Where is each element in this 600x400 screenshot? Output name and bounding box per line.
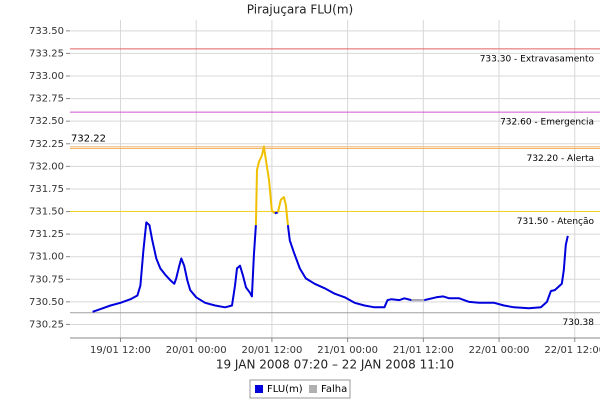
- chart-title: Pirajuçara FLU(m): [247, 3, 353, 17]
- y-tick-label: 732.25: [29, 139, 64, 150]
- x-tick-label: 22/01 00:00: [469, 345, 530, 356]
- legend-swatch: [255, 385, 263, 393]
- plot-area: [70, 20, 600, 338]
- x-tick-label: 21/01 00:00: [317, 345, 378, 356]
- x-tick-label: 22/01 12:00: [544, 345, 600, 356]
- legend-label: FLU(m): [267, 384, 303, 395]
- y-tick-label: 732.00: [29, 161, 64, 172]
- y-tick-label: 733.50: [29, 26, 64, 37]
- data-line: [276, 196, 289, 226]
- legend-box: [249, 379, 351, 399]
- threshold-label: 733.30 - Extravasamento: [480, 54, 595, 64]
- threshold-label: 731.50 - Atenção: [517, 217, 595, 227]
- y-tick-label: 730.50: [29, 297, 64, 308]
- data-line: [254, 145, 276, 226]
- threshold-label: 730.38: [563, 318, 595, 328]
- y-tick-label: 732.50: [29, 116, 64, 127]
- x-tick-label: 19/01 12:00: [90, 345, 151, 356]
- threshold-label: 732.20 - Alerta: [527, 154, 594, 164]
- legend-label: Falha: [321, 384, 347, 395]
- annotation-label: 732.22: [71, 133, 106, 144]
- y-tick-label: 731.75: [29, 184, 64, 195]
- x-tick-label: 20/01 12:00: [241, 345, 302, 356]
- y-tick-label: 733.00: [29, 71, 64, 82]
- x-tick-label: 20/01 00:00: [166, 345, 227, 356]
- x-tick-label: 21/01 12:00: [393, 345, 454, 356]
- y-tick-label: 733.25: [29, 48, 64, 59]
- legend-swatch: [309, 385, 317, 393]
- threshold-label: 732.60 - Emergencia: [500, 118, 594, 128]
- x-axis-subtitle: 19 JAN 2008 07:20 – 22 JAN 2008 11:10: [216, 358, 454, 372]
- y-tick-label: 731.50: [29, 207, 64, 218]
- data-line: [286, 224, 569, 310]
- data-line: [92, 221, 257, 313]
- data-line: [274, 211, 279, 215]
- y-tick-label: 730.25: [29, 319, 64, 330]
- y-tick-label: 731.00: [29, 252, 64, 263]
- y-tick-label: 730.75: [29, 274, 64, 285]
- y-tick-label: 732.75: [29, 94, 64, 105]
- y-tick-label: 731.25: [29, 229, 64, 240]
